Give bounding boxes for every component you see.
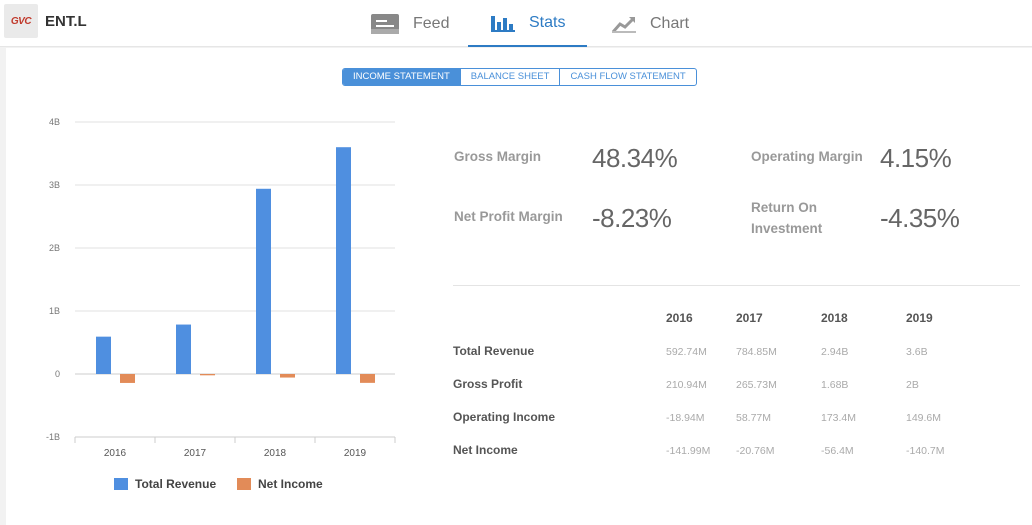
table-cell: 149.6M xyxy=(906,412,942,424)
row-label-gross-profit: Gross Profit xyxy=(453,377,523,391)
x-tick-label: 2018 xyxy=(264,448,287,459)
top-bar: GVC ENT.L Feed Stats Chart xyxy=(0,0,1032,47)
statement-selector: INCOME STATEMENT BALANCE SHEET CASH FLOW… xyxy=(342,68,697,86)
y-tick-label: 2B xyxy=(49,243,60,253)
gross-margin-label: Gross Margin xyxy=(454,149,542,164)
table-cell: 784.85M xyxy=(736,346,777,358)
line-chart-icon xyxy=(612,15,636,33)
tab-balance-sheet[interactable]: BALANCE SHEET xyxy=(459,69,560,85)
table-header-year: 2017 xyxy=(736,311,763,325)
stats-panel xyxy=(6,48,1032,525)
table-cell: 58.77M xyxy=(736,412,772,424)
table-header-year: 2019 xyxy=(906,311,933,325)
legend-label-revenue: Total Revenue xyxy=(135,477,217,491)
legend-label-net-income: Net Income xyxy=(258,477,323,491)
company-logo: GVC xyxy=(4,4,38,38)
x-tick-label: 2016 xyxy=(104,448,127,459)
legend-net-income: Net Income xyxy=(237,477,323,491)
return-on-investment-label: Return On Investment xyxy=(751,200,823,236)
bar-total-revenue xyxy=(336,147,351,374)
table-cell: -140.7M xyxy=(906,445,945,457)
row-label-total-revenue: Total Revenue xyxy=(453,344,535,358)
bar-total-revenue xyxy=(176,324,191,374)
tab-stats-label: Stats xyxy=(529,13,566,31)
y-tick-label: -1B xyxy=(46,432,60,442)
tab-income-statement[interactable]: INCOME STATEMENT xyxy=(343,69,460,85)
table-cell: 265.73M xyxy=(736,379,777,391)
feed-icon xyxy=(371,13,399,34)
table-cell: -20.76M xyxy=(736,445,775,457)
x-tick-label: 2017 xyxy=(184,448,207,459)
table-cell: 173.4M xyxy=(821,412,857,424)
table-cell: -18.94M xyxy=(666,412,705,424)
table-cell: 3.6B xyxy=(906,346,928,358)
y-tick-label: 3B xyxy=(49,180,60,190)
logo-text: GVC xyxy=(10,15,32,27)
tab-chart-label: Chart xyxy=(650,14,690,32)
bar-total-revenue xyxy=(96,336,111,374)
legend-total-revenue: Total Revenue xyxy=(114,477,216,491)
x-tick-label: 2019 xyxy=(344,448,367,459)
table-header-year: 2018 xyxy=(821,311,848,325)
table-header-year: 2016 xyxy=(666,311,693,325)
table-cell: 2.94B xyxy=(821,346,849,358)
operating-margin-label: Operating Margin xyxy=(751,149,863,164)
y-tick-label: 1B xyxy=(49,306,60,316)
row-label-operating-income: Operating Income xyxy=(453,410,556,424)
divider xyxy=(453,285,1020,286)
table-cell: 2B xyxy=(906,379,919,391)
table-cell: 210.94M xyxy=(666,379,707,391)
net-profit-margin-label: Net Profit Margin xyxy=(454,209,563,224)
table-cell: 1.68B xyxy=(821,379,849,391)
return-on-investment-value: -4.35% xyxy=(880,203,960,233)
bar-net-income xyxy=(280,374,295,378)
bar-net-income xyxy=(120,374,135,383)
legend-swatch-revenue xyxy=(114,478,128,490)
operating-margin-value: 4.15% xyxy=(880,143,952,173)
tab-feed-label: Feed xyxy=(413,14,450,32)
ticker-symbol: ENT.L xyxy=(45,13,87,30)
tab-stats[interactable]: Stats xyxy=(468,0,587,47)
bar-chart-icon xyxy=(491,14,515,32)
row-label-net-income: Net Income xyxy=(453,443,518,457)
tab-cash-flow-statement[interactable]: CASH FLOW STATEMENT xyxy=(559,69,695,85)
table-cell: -141.99M xyxy=(666,445,711,457)
y-tick-label: 0 xyxy=(55,369,60,379)
bar-net-income xyxy=(200,374,215,376)
gross-margin-value: 48.34% xyxy=(592,143,678,173)
tab-chart[interactable]: Chart xyxy=(612,0,702,47)
income-bar-chart: -1B 0 1B 2B 3B 4B 2016 2017 2018 2019 xyxy=(46,117,396,459)
table-cell: -56.4M xyxy=(821,445,854,457)
table-cell: 592.74M xyxy=(666,346,707,358)
bar-net-income xyxy=(360,374,375,383)
tab-feed[interactable]: Feed xyxy=(371,0,461,47)
net-profit-margin-value: -8.23% xyxy=(592,203,672,233)
legend-swatch-net-income xyxy=(237,478,251,490)
bar-total-revenue xyxy=(256,188,271,374)
y-tick-label: 4B xyxy=(49,117,60,127)
